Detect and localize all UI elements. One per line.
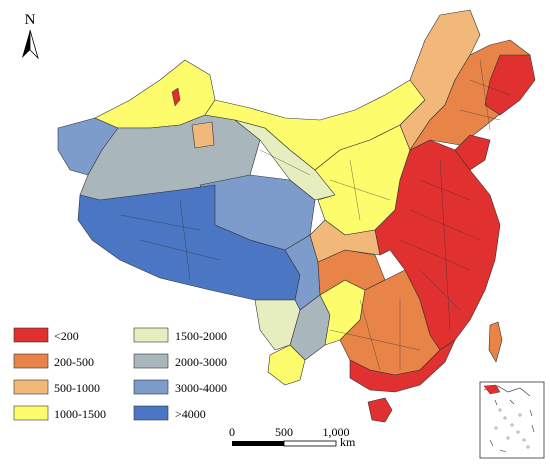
legend-label: <200 [54, 329, 79, 343]
legend-item: 1000-1500 [13, 405, 106, 421]
scale-tick-500: 500 [275, 425, 293, 439]
legend-swatch [133, 405, 169, 421]
region-east-china [374, 139, 501, 351]
legend-label: 200-500 [54, 355, 94, 369]
county-boundaries [119, 59, 511, 371]
inset-islands [494, 408, 530, 449]
region-yunnan-southeast [267, 344, 306, 386]
scale-segment-white [283, 440, 337, 447]
legend-item: >4000 [133, 405, 206, 421]
south-china-sea-inset [479, 381, 545, 459]
legend: <200 200-500 500-1000 1000-1500 1500-200… [13, 327, 227, 421]
region-northeast-east [484, 54, 536, 116]
legend-swatch [13, 379, 49, 395]
legend-item: 500-1000 [13, 379, 100, 395]
region-chongqing [309, 219, 381, 263]
scale-tick-1000: 1,000 [323, 425, 350, 439]
legend-label: 3000-4000 [175, 381, 227, 395]
legend-label: 1000-1500 [54, 407, 106, 421]
region-xinjiang-east-patch [191, 121, 215, 149]
legend-swatch [133, 379, 169, 395]
inset-frame [479, 381, 545, 459]
legend-label: >4000 [175, 407, 206, 421]
region-guangdong [349, 339, 456, 393]
legend-item: 200-500 [13, 353, 94, 369]
region-liaoning [454, 134, 491, 171]
scale-tick-0: 0 [229, 425, 235, 439]
legend-item: 3000-4000 [133, 379, 227, 395]
north-arrow: N [22, 12, 39, 60]
legend-label: 1500-2000 [175, 329, 227, 343]
legend-swatch [133, 327, 169, 343]
lake-marker [171, 87, 181, 107]
legend-label: 500-1000 [54, 381, 100, 395]
legend-item: 1500-2000 [133, 327, 227, 343]
scale-bar: 0 500 1,000 km [229, 425, 356, 449]
map-regions [57, 9, 536, 423]
legend-swatch [133, 353, 169, 369]
scale-segment-black [232, 441, 284, 446]
legend-item: <200 [13, 327, 79, 343]
region-hainan [367, 397, 393, 423]
region-xinjiang-north [94, 59, 216, 129]
region-taiwan [488, 321, 503, 363]
legend-label: 2000-3000 [175, 355, 227, 369]
north-label: N [25, 12, 36, 28]
scale-unit: km [340, 435, 356, 449]
legend-swatch [13, 353, 49, 369]
legend-item: 2000-3000 [133, 353, 227, 369]
legend-swatch [13, 405, 49, 421]
legend-swatch [13, 327, 49, 343]
